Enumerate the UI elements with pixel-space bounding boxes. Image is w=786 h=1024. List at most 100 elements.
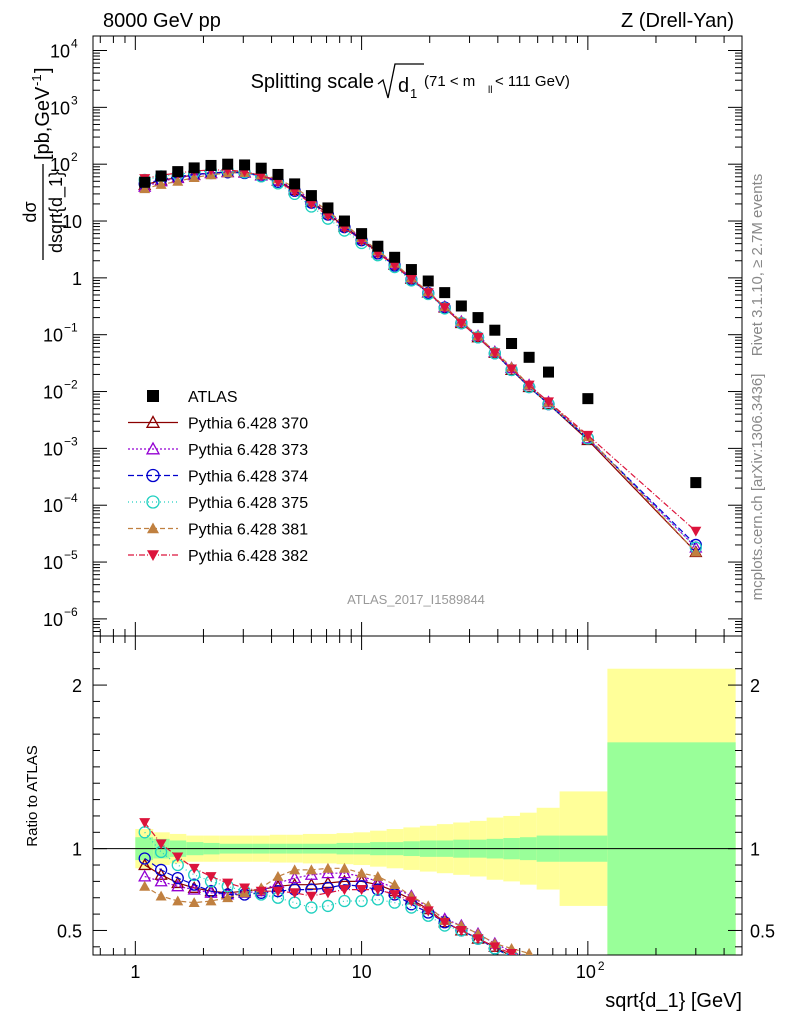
ratio-y-axis-label: Ratio to ATLAS [24,745,41,846]
ratio-point [222,878,234,889]
mc-point [506,364,518,375]
ratio-y-tick-label: 2 [750,676,760,696]
ylabel-numerator: dσ [20,201,40,222]
ratio-point [154,863,168,877]
main-y-axis-label: dσ dsqrt{d_1} [pb,GeV -1 ] [20,67,67,260]
ratio-point [288,871,302,884]
ratio-point [305,901,318,914]
title-main: Splitting scale [251,71,374,93]
ratio-line-6 [144,822,518,955]
atlas-point [489,324,501,336]
ratio-point [171,871,184,885]
ratio-point [524,956,535,966]
atlas-point [155,170,167,182]
legend-label: Pythia 6.428 382 [188,548,308,565]
atlas-point [523,351,535,363]
legend-label: Pythia 6.428 370 [188,416,308,433]
mc-point [305,199,317,210]
ratio-point [255,886,267,897]
ratio-point [289,864,301,875]
mcplots-reference-label: mcplots.cern.ch [arXiv:1306.3436] [749,374,766,601]
mc-point [455,318,467,329]
mc-point [472,332,484,343]
ratio-point [154,874,168,887]
ratio-point [372,885,384,896]
atlas-point [188,162,200,174]
ratio-point [506,948,518,955]
ratio-point [389,890,401,900]
ratio-point [305,891,317,902]
atlas-point [356,228,368,240]
ratio-point [439,917,451,928]
x-tick-label-exp: 2 [598,959,605,973]
ratio-y-tick-label: 0.5 [57,921,82,941]
atlas-point [338,215,350,227]
ratio-point [138,858,152,871]
atlas-point [405,264,417,276]
legend-marker [146,495,160,509]
mc-point [690,526,702,537]
ratio-point [305,864,317,875]
ratio-line-1 [144,864,511,955]
series-line-4 [144,169,697,548]
ratio-point [172,895,184,906]
ratio-point [356,867,368,878]
ratio-point [188,878,201,891]
ratio-point [205,872,217,882]
plot-title: Splitting scale d 1 (71 < m ll < 111 GeV… [251,63,570,101]
atlas-point [582,393,594,405]
x-tick-label: 10 [352,962,372,982]
y-tick-label-exp: 4 [71,37,78,51]
ratio-plot-series [138,818,535,968]
uncertainty-band [93,668,742,955]
y-tick-label: 10 [43,383,63,403]
atlas-point [322,202,334,214]
ratio-point [355,894,368,908]
ratio-point [489,942,501,953]
ratio-point [524,958,535,968]
ratio-line-5 [144,867,530,954]
y-tick-label: 10 [43,439,63,459]
ratio-point [188,897,200,908]
sqrt-sign [377,63,424,99]
y-tick-label-exp: 3 [71,93,78,107]
legend-marker [146,468,160,483]
ratio-point [272,870,284,881]
legend-marker [147,550,159,561]
ylabel-denominator: dsqrt{d_1} [46,171,67,253]
ratio-point [372,870,384,881]
ratio-point [288,896,301,909]
ratio-y-tick-label: 1 [750,840,760,860]
atlas-point [506,338,518,350]
ratio-point [322,888,334,899]
ratio-point [322,862,334,873]
legend: ATLAS Pythia 6.428 370 Pythia 6.428 373 Pyt… [128,389,308,565]
atlas-point [255,162,267,174]
series-line-2 [144,171,697,548]
atlas-point [172,166,184,178]
y-tick-label: 10 [43,610,63,630]
mc-point [405,274,417,285]
ratio-point [187,881,201,893]
atlas-point [389,251,401,263]
title-cond-b: < 111 GeV) [495,73,570,90]
main-plot-series [138,158,703,558]
ratio-point [239,883,251,894]
y-tick-label: 10 [43,326,63,346]
ratio-point [138,869,152,882]
legend-label: Pythia 6.428 381 [188,522,308,539]
atlas-point [690,477,702,489]
ratio-point [222,892,234,903]
y-tick-label: 10 [43,553,63,573]
mc-point [389,261,401,272]
mc-point [322,211,334,222]
header-energy: 8000 GeV pp [103,10,221,32]
atlas-point [422,275,434,287]
mc-point [139,183,151,194]
x-tick-label: 10 [576,962,596,982]
main-plot-frame [92,35,743,637]
y-tick-label-exp: 2 [71,150,78,164]
x-axis-label: sqrt{d_1} [GeV] [605,990,742,1012]
ratio-point [155,890,167,901]
